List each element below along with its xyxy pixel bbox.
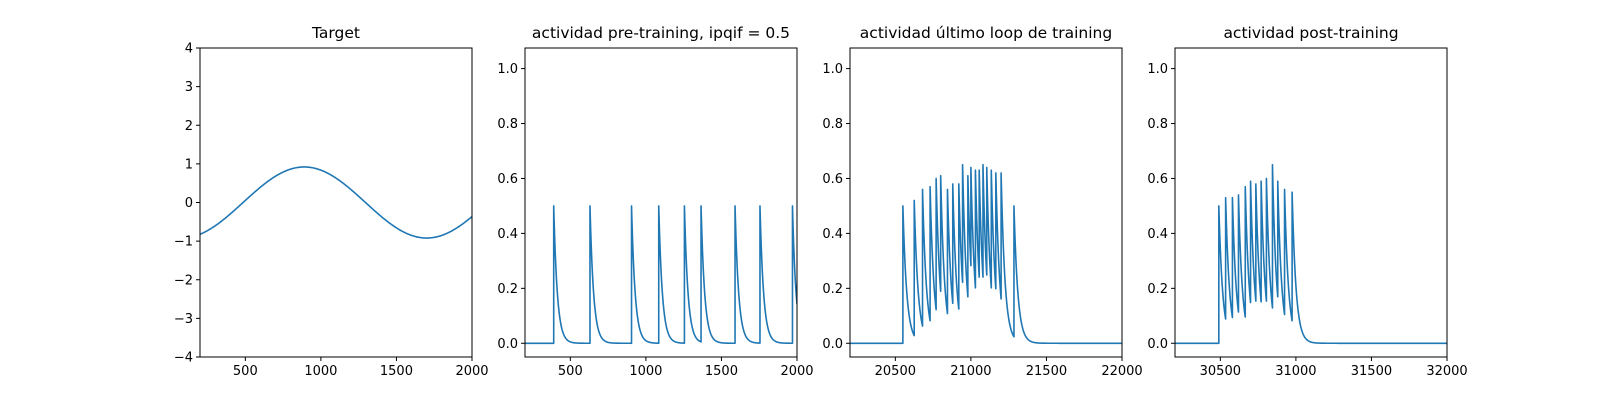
y-tick-label: 0.2: [1147, 282, 1168, 297]
chart-panel-2: 500 1000 1500 2000 0.0 0.2 0.4 0.6 0.8 1.0 activid…: [497, 24, 813, 379]
y-tick-label: 1.0: [822, 62, 843, 77]
y-tick-label: 0.8: [497, 117, 518, 132]
y-tick-label: 1.0: [497, 62, 518, 77]
x-tick-label: 1500: [705, 364, 738, 379]
y-tick-label: 0.2: [822, 282, 843, 297]
y-tick-label: 2: [185, 119, 193, 134]
axes-frame: [1174, 47, 1448, 358]
y-tick-label: −3: [174, 312, 193, 327]
chart-panel-3: 20500 21000 21500 22000 0.0 0.2 0.4 0.6 0.8 1.0 ac…: [822, 24, 1142, 379]
y-tick-label: −1: [174, 235, 193, 250]
chart-panel-1: 500 1000 1500 2000 −4 −3 −2 −1 0 1 2 3 4 Target: [174, 24, 489, 379]
y-tick-label: 3: [185, 80, 193, 95]
y-tick-label: 1: [185, 157, 193, 172]
x-tick-label: 500: [558, 364, 583, 379]
x-tick-label: 31000: [1275, 364, 1316, 379]
chart-title: actividad post-training: [1223, 24, 1398, 42]
y-tick-label: 0.4: [822, 227, 843, 242]
x-tick-label: 2000: [455, 364, 488, 379]
x-tick-label: 21500: [1026, 364, 1067, 379]
y-tick-label: −2: [174, 273, 193, 288]
axes-frame: [524, 47, 798, 358]
chart-title: actividad pre-training, ipqif = 0.5: [532, 24, 790, 42]
y-tick-label: 0.0: [1147, 337, 1168, 352]
axes-frame: [849, 47, 1123, 358]
y-tick-label: 0.6: [1147, 172, 1168, 187]
x-tick-label: 1000: [629, 364, 662, 379]
y-tick-label: 1.0: [1147, 62, 1168, 77]
y-tick-label: 0.6: [822, 172, 843, 187]
y-tick-label: −4: [174, 351, 193, 366]
x-tick-label: 20500: [875, 364, 916, 379]
chart-title: actividad último loop de training: [860, 24, 1112, 42]
series-line-1: [850, 163, 1122, 345]
x-tick-label: 22000: [1101, 364, 1142, 379]
y-tick-label: 0.4: [497, 227, 518, 242]
x-tick-label: 31500: [1351, 364, 1392, 379]
series-line-1: [1175, 163, 1447, 345]
chart-panel-4: 30500 31000 31500 32000 0.0 0.2 0.4 0.6 0.8 1.0 ac…: [1147, 24, 1467, 379]
x-tick-label: 2000: [780, 364, 813, 379]
x-tick-label: 500: [233, 364, 258, 379]
y-tick-label: 0.4: [1147, 227, 1168, 242]
y-tick-label: 0.0: [497, 337, 518, 352]
x-tick-label: 1000: [304, 364, 337, 379]
y-tick-label: 0.2: [497, 282, 518, 297]
x-tick-label: 1500: [380, 364, 413, 379]
x-tick-label: 21000: [950, 364, 991, 379]
series-line-1: [200, 166, 472, 239]
x-tick-label: 30500: [1200, 364, 1241, 379]
x-tick-label: 32000: [1426, 364, 1467, 379]
y-tick-label: 4: [185, 42, 193, 57]
y-tick-label: 0.8: [1147, 117, 1168, 132]
y-tick-label: 0.0: [822, 337, 843, 352]
y-tick-label: 0.6: [497, 172, 518, 187]
series-line-1: [525, 205, 797, 345]
y-tick-label: 0.8: [822, 117, 843, 132]
y-tick-label: 0: [185, 196, 193, 211]
chart-title: Target: [311, 24, 360, 42]
